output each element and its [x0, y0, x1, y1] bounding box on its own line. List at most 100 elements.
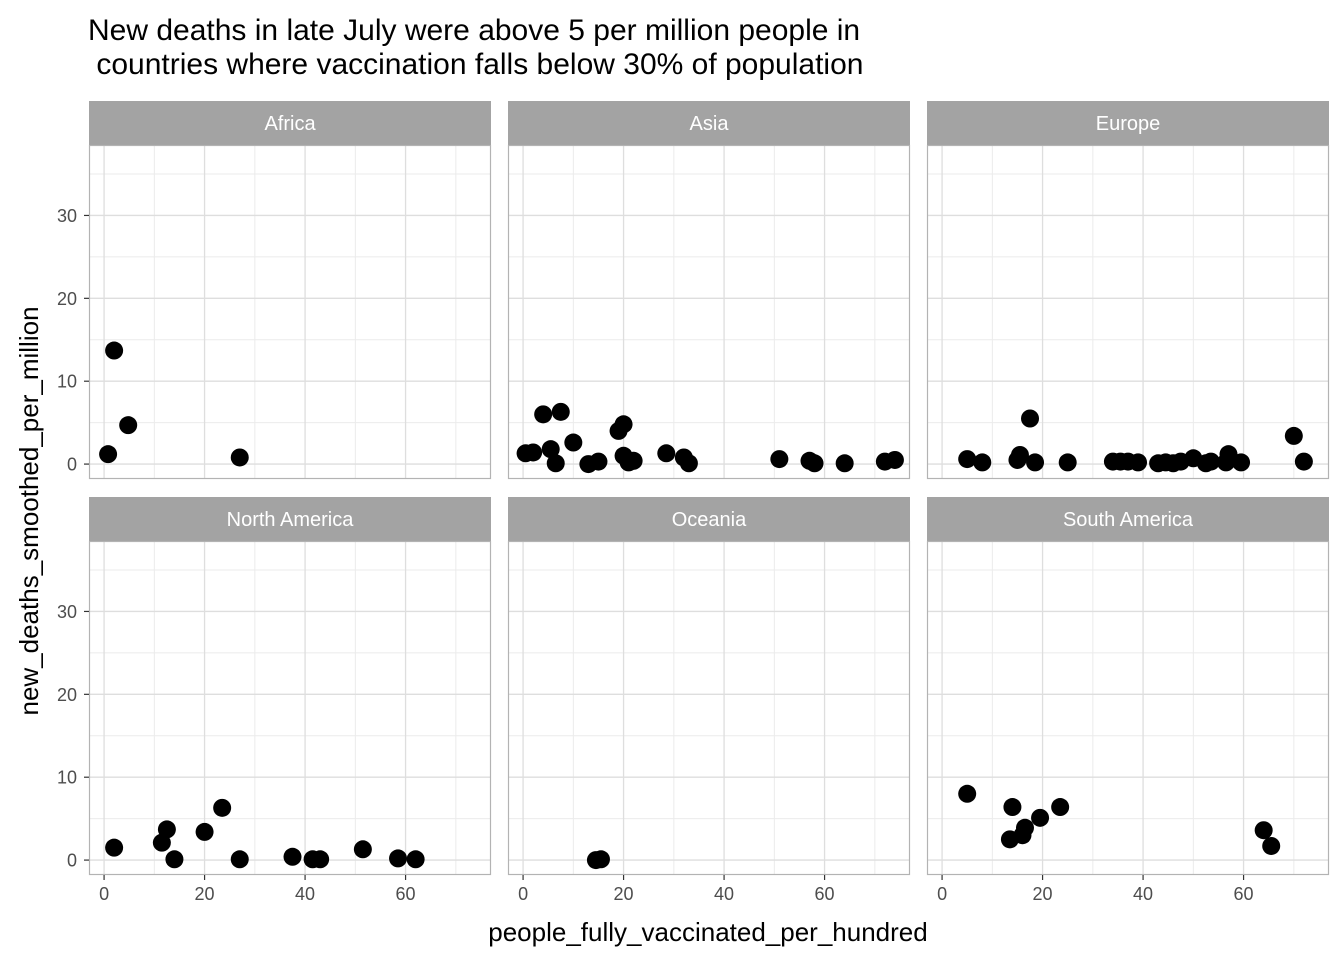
- data-point: [157, 820, 176, 839]
- facet-strip-label: South America: [1063, 509, 1194, 531]
- facet-panels: Africa 0 10 20 30 Asia Europe North America 0 10 2…: [57, 101, 1330, 904]
- panel-border: [507, 144, 911, 480]
- y-tick-label: 20: [57, 685, 77, 705]
- chart-title-line: New deaths in late July were above 5 per…: [88, 14, 860, 47]
- x-tick-label: 40: [714, 884, 734, 904]
- x-tick-label: 0: [518, 884, 528, 904]
- x-axis-title: people_fully_vaccinated_per_hundred: [488, 917, 927, 947]
- data-point: [679, 454, 698, 473]
- data-point: [551, 402, 570, 421]
- facet-strip: [927, 101, 1329, 145]
- facet-strip-label: Africa: [264, 113, 316, 135]
- x-tick-label: 20: [1033, 884, 1053, 904]
- data-point: [105, 838, 124, 857]
- y-tick-label: 30: [57, 602, 77, 622]
- facet-strip: [508, 101, 910, 145]
- data-point: [1031, 808, 1050, 827]
- x-tick-label: 60: [815, 884, 835, 904]
- panel-border: [88, 144, 492, 480]
- data-point: [564, 433, 583, 452]
- data-point: [541, 440, 560, 459]
- panel-background: [927, 541, 1329, 875]
- data-point: [770, 450, 789, 469]
- y-tick-label: 0: [67, 851, 77, 871]
- data-point: [1058, 453, 1077, 472]
- facet-panel: Africa 0 10 20 30: [57, 101, 492, 480]
- data-point: [1015, 818, 1034, 837]
- facet-strip-label: Asia: [690, 113, 730, 135]
- data-point: [99, 445, 118, 464]
- data-point: [958, 784, 977, 803]
- facet-strip-label: Europe: [1096, 113, 1161, 135]
- data-point: [805, 454, 824, 473]
- data-point: [119, 416, 138, 435]
- panel-background: [508, 145, 910, 479]
- data-point: [657, 444, 676, 463]
- y-tick-label: 30: [57, 206, 77, 226]
- panel-background: [927, 145, 1329, 479]
- facet-panel: North America 0 10 20 30 0 20 40 60: [57, 497, 492, 904]
- data-point: [283, 847, 302, 866]
- facet-panel: South America 0 20 40 60: [926, 497, 1330, 904]
- data-point: [230, 850, 249, 869]
- y-tick-label: 0: [67, 455, 77, 475]
- y-tick-label: 20: [57, 289, 77, 309]
- panel-background: [89, 541, 491, 875]
- data-point: [591, 850, 610, 869]
- data-point: [1051, 798, 1070, 817]
- data-point: [311, 850, 330, 869]
- panel-border: [926, 144, 1330, 480]
- data-point: [885, 450, 904, 469]
- panel-background: [508, 541, 910, 875]
- y-tick-label: 10: [57, 768, 77, 788]
- x-tick-label: 40: [1133, 884, 1153, 904]
- facet-strip: [89, 101, 491, 145]
- data-point: [958, 450, 977, 469]
- data-point: [1010, 445, 1029, 464]
- panel-border: [88, 540, 492, 876]
- data-point: [195, 822, 214, 841]
- x-tick-label: 20: [195, 884, 215, 904]
- facet-strip: [89, 497, 491, 541]
- facet-strip: [927, 497, 1329, 541]
- y-axis-title: new_deaths_smoothed_per_million: [14, 306, 44, 715]
- x-tick-label: 20: [614, 884, 634, 904]
- x-tick-label: 60: [1234, 884, 1254, 904]
- x-tick-label: 0: [99, 884, 109, 904]
- data-point: [1021, 409, 1040, 428]
- facet-strip-label: Oceania: [672, 509, 747, 531]
- data-point: [524, 443, 543, 462]
- data-point: [973, 453, 992, 472]
- panel-border: [507, 540, 911, 876]
- data-point: [614, 415, 633, 434]
- panel-background: [89, 145, 491, 479]
- data-point: [1284, 426, 1303, 445]
- data-point: [165, 850, 184, 869]
- facet-panel: Oceania 0 20 40 60: [507, 497, 911, 904]
- data-point: [546, 454, 565, 473]
- facet-panel: Europe: [926, 101, 1330, 480]
- x-tick-label: 40: [295, 884, 315, 904]
- data-point: [589, 452, 608, 471]
- data-point: [1294, 452, 1313, 471]
- data-point: [389, 849, 408, 868]
- data-point: [1129, 453, 1148, 472]
- data-point: [406, 850, 425, 869]
- y-tick-label: 10: [57, 372, 77, 392]
- data-point: [534, 405, 553, 424]
- data-point: [105, 341, 124, 360]
- chart-title-line: countries where vaccination falls below …: [88, 48, 863, 81]
- data-point: [213, 798, 232, 817]
- facet-strip: [508, 497, 910, 541]
- data-point: [1026, 453, 1045, 472]
- x-tick-label: 0: [937, 884, 947, 904]
- data-point: [1003, 798, 1022, 817]
- data-point: [624, 451, 643, 470]
- data-point: [1201, 452, 1220, 471]
- data-point: [1254, 821, 1273, 840]
- data-point: [230, 448, 249, 467]
- panel-border: [926, 540, 1330, 876]
- chart-title: New deaths in late July were above 5 per…: [88, 14, 863, 81]
- x-tick-label: 60: [396, 884, 416, 904]
